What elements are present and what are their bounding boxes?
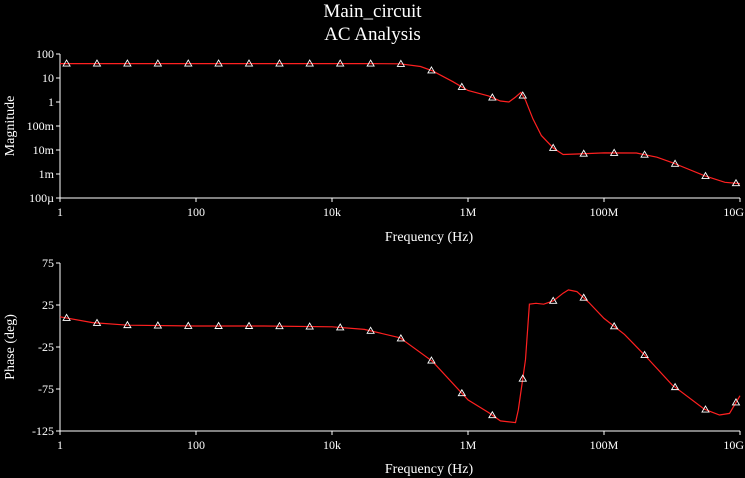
magnitude-x-tick-label: 100 [187, 205, 205, 219]
magnitude-data-marker [335, 59, 345, 67]
phase-data-marker [548, 296, 558, 304]
phase-data-marker [183, 321, 193, 329]
magnitude-x-tick-label: 1M [460, 205, 477, 219]
phase-y-tick-label: 75 [42, 256, 54, 270]
phase-trace [59, 289, 741, 424]
magnitude-data-marker [275, 59, 284, 67]
magnitude-data-marker [427, 66, 436, 74]
magnitude-data-marker [396, 59, 406, 67]
chart-subtitle: AC Analysis [324, 24, 421, 45]
phase-data-marker [62, 313, 71, 321]
phase-y-axis-label: Phase (deg) [3, 314, 18, 380]
magnitude-data-marker [548, 143, 558, 151]
magnitude-x-tick-label: 100M [590, 205, 619, 219]
magnitude-data-marker [183, 59, 193, 67]
magnitude-data-marker [123, 59, 132, 67]
magnitude-data-marker [609, 148, 619, 156]
magnitude-y-tick-label: 1 [48, 95, 54, 109]
magnitude-data-marker [701, 171, 710, 179]
phase-data-marker [123, 320, 132, 329]
phase-data-marker [153, 321, 163, 329]
phase-data-marker [579, 293, 588, 301]
phase-data-marker [731, 398, 741, 406]
phase-y-tick-label: -125 [32, 424, 54, 438]
phase-y-tick-label: -75 [38, 382, 54, 396]
magnitude-trace [60, 63, 741, 185]
magnitude-panel: 1 100 10k 1M 100M 10G 100 10 1 100m 10m 1m 100µ Frequ… [3, 47, 744, 245]
magnitude-data-marker [579, 149, 588, 157]
magnitude-data-marker [670, 159, 680, 167]
magnitude-data-marker [214, 59, 223, 67]
magnitude-y-tick-label: 10 [42, 71, 54, 85]
phase-x-tick-label: 10G [723, 438, 744, 452]
phase-data-marker [609, 321, 619, 330]
phase-x-axis-label: Frequency (Hz) [385, 462, 474, 477]
phase-data-marker [92, 318, 102, 326]
phase-data-marker [701, 405, 710, 413]
phase-data-marker [640, 350, 649, 358]
phase-x-tick-label: 100M [590, 438, 619, 452]
phase-y-tick-label: 25 [42, 298, 54, 312]
title-block: Main_circuit AC Analysis [0, 0, 745, 46]
phase-data-marker [305, 322, 314, 330]
magnitude-data-marker [153, 59, 163, 67]
magnitude-y-tick-label: 100m [27, 119, 55, 133]
chart-title: Main_circuit [323, 1, 422, 22]
phase-x-tick-label: 1 [57, 438, 63, 452]
phase-data-marker [366, 326, 375, 334]
magnitude-data-marker [244, 59, 254, 67]
phase-data-marker [244, 321, 254, 329]
magnitude-x-axis-label: Frequency (Hz) [385, 230, 474, 245]
magnitude-y-axis-label: Magnitude [3, 96, 18, 157]
magnitude-x-tick-label: 10G [723, 205, 744, 219]
magnitude-data-marker [731, 178, 741, 187]
magnitude-data-marker [518, 91, 528, 99]
phase-panel: 1 100 10k 1M 100M 10G 75 25 -25 -75 -125 Frequency … [3, 256, 744, 477]
phase-y-tick-label: -25 [38, 340, 54, 354]
magnitude-y-tick-label: 100µ [29, 191, 54, 205]
magnitude-data-marker [640, 150, 649, 158]
magnitude-y-tick-label: 1m [39, 167, 55, 181]
phase-x-tick-label: 10k [323, 438, 341, 452]
magnitude-data-marker [488, 93, 497, 101]
magnitude-x-tick-label: 1 [57, 205, 63, 219]
phase-data-marker [427, 356, 436, 364]
magnitude-data-marker [366, 59, 375, 67]
phase-data-marker [457, 388, 467, 397]
magnitude-y-tick-label: 10m [33, 143, 55, 157]
phase-data-marker [335, 323, 345, 331]
magnitude-data-marker [62, 59, 71, 67]
phase-data-marker [396, 333, 406, 342]
phase-data-marker [275, 321, 284, 330]
phase-x-tick-label: 1M [460, 438, 477, 452]
phase-data-marker [518, 374, 528, 382]
phase-data-marker [670, 382, 680, 391]
phase-x-tick-label: 100 [187, 438, 205, 452]
magnitude-data-marker [457, 82, 467, 90]
magnitude-y-tick-label: 100 [36, 47, 54, 61]
phase-data-marker [488, 410, 497, 419]
magnitude-x-tick-label: 10k [323, 205, 341, 219]
phase-data-marker [214, 321, 223, 329]
magnitude-data-marker [305, 59, 314, 67]
magnitude-data-marker [92, 59, 102, 67]
